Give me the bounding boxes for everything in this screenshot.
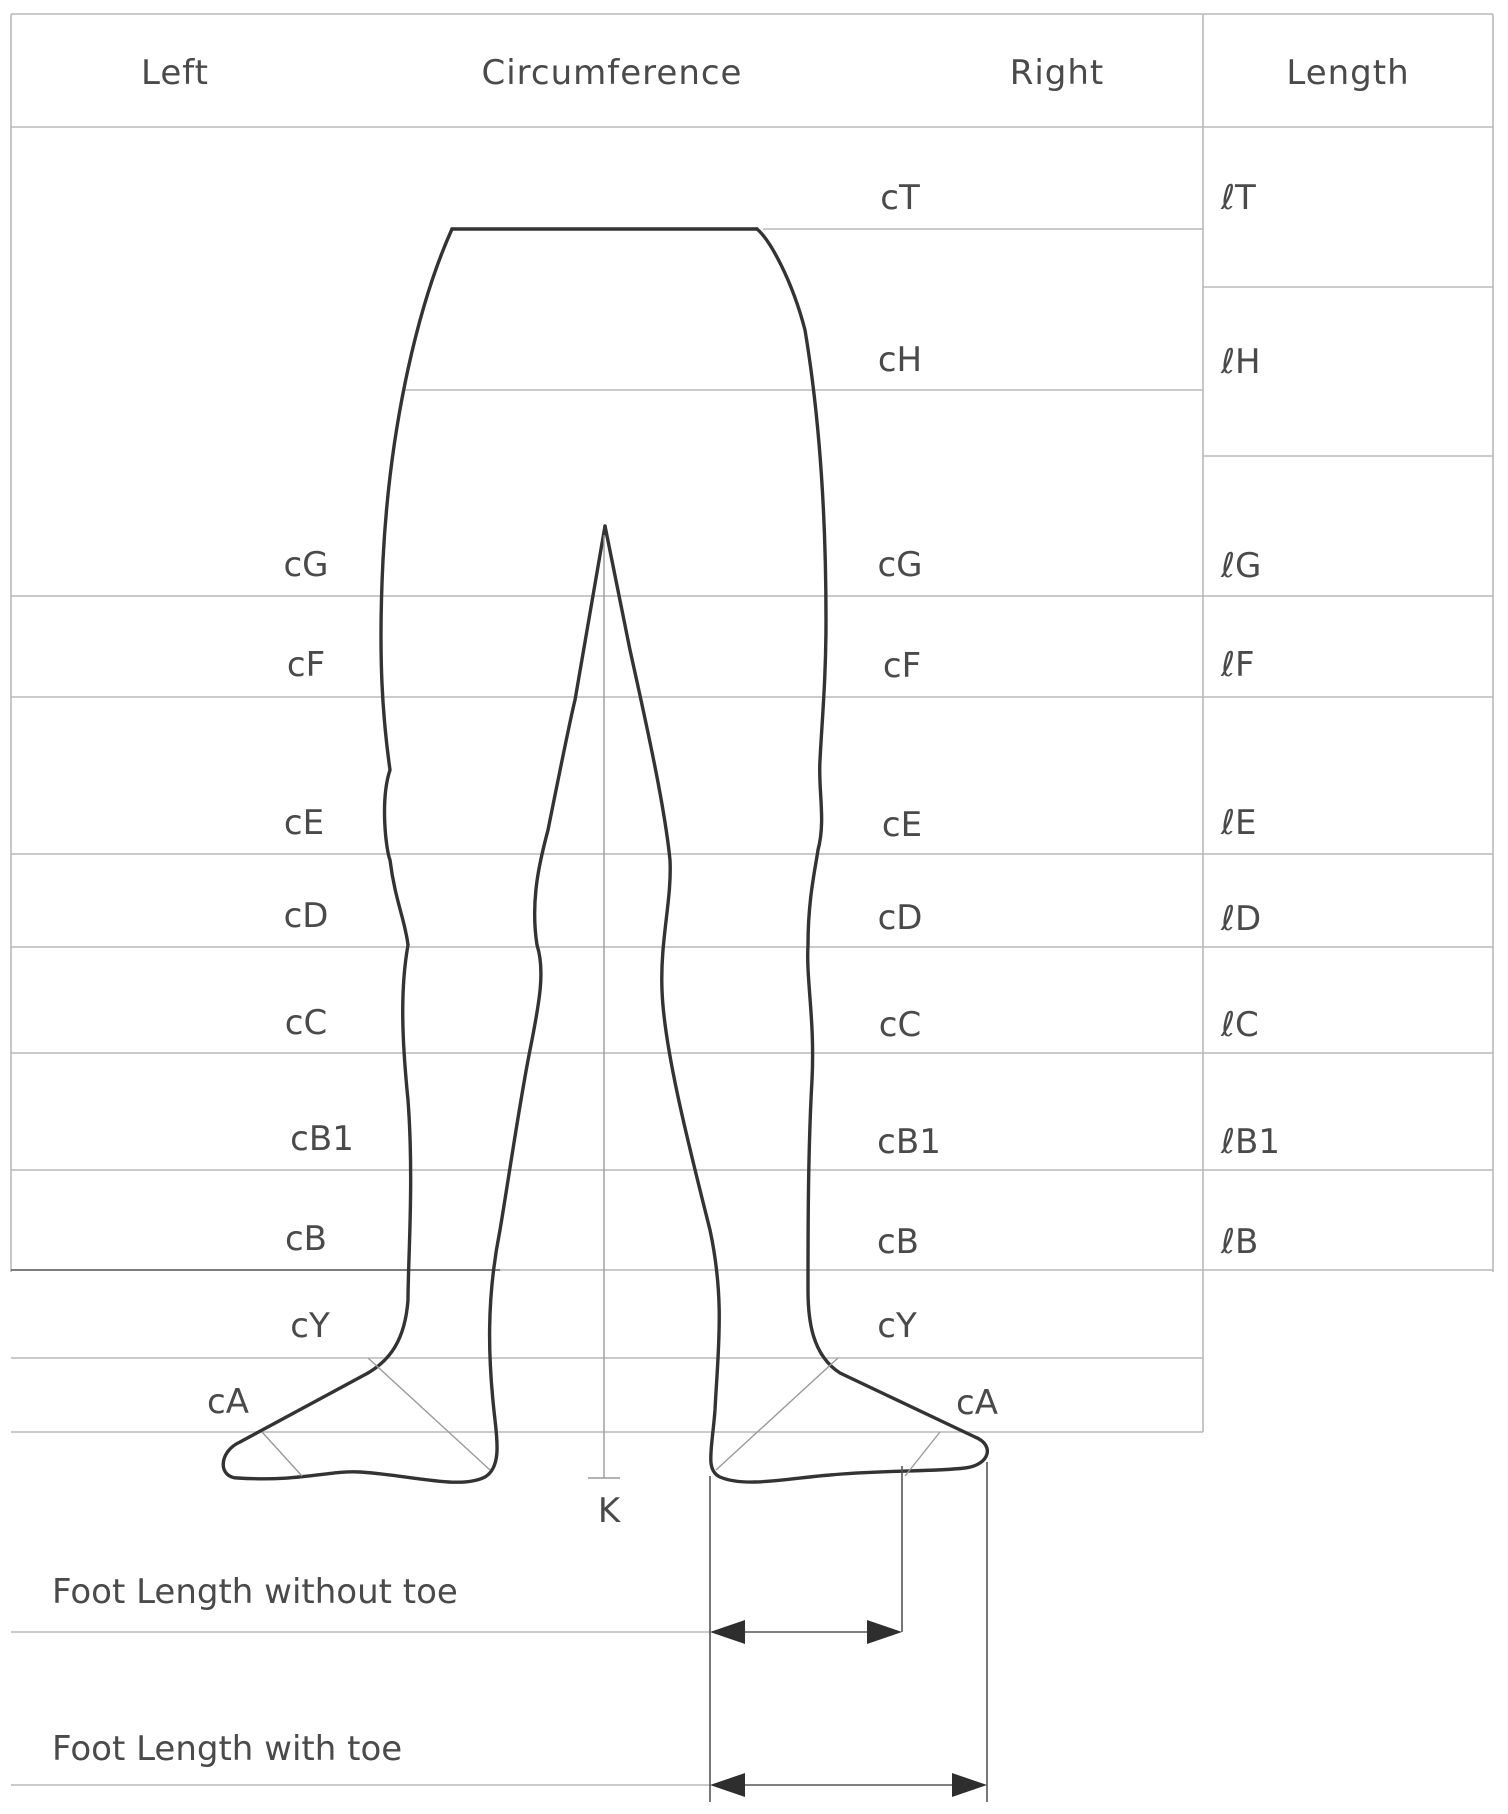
length-label-lC: ℓC [1220,1005,1259,1045]
right-label-cT: cT [880,178,920,218]
left-label-cA: cA [207,1382,249,1422]
foot-dimension-lines [709,1462,988,1802]
foot-length-with-toe-label: Foot Length with toe [52,1729,402,1769]
left-label-cF: cF [287,645,325,685]
foot-length-without-toe-label: Foot Length without toe [52,1572,458,1612]
right-label-cY: cY [877,1306,917,1346]
length-label-lE: ℓE [1220,803,1257,843]
left-label-cG: cG [283,545,328,585]
table-grid [10,13,1494,1786]
right-label-cE: cE [882,805,922,845]
left-label-cB: cB [285,1219,327,1259]
right-label-cB: cB [877,1222,919,1262]
header-right: Right [1010,53,1105,93]
length-label-lB: ℓB [1220,1222,1258,1262]
arrow-left-icon [710,1773,745,1797]
leg-outline [221,227,989,1484]
crotch-line [588,535,620,1479]
arrow-left-icon [710,1620,745,1644]
length-label-lG: ℓG [1220,546,1261,586]
left-label-cE: cE [284,803,324,843]
length-label-lF: ℓF [1220,645,1255,685]
right-label-cB1: cB1 [877,1122,941,1162]
length-label-lT: ℓT [1220,178,1256,218]
left-label-cB1: cB1 [290,1119,354,1159]
right-label-cF: cF [883,646,921,686]
left-label-cD: cD [284,896,329,936]
header-length: Length [1286,53,1409,93]
right-label-cG: cG [877,545,922,585]
length-label-lD: ℓD [1220,899,1261,939]
left-label-cC: cC [285,1003,327,1043]
right-label-cA: cA [956,1383,998,1423]
right-label-cH: cH [878,340,922,380]
right-label-cC: cC [879,1005,921,1045]
arrow-right-icon [867,1620,902,1644]
header-left: Left [141,53,209,93]
length-label-lH: ℓH [1220,342,1261,382]
left-label-cY: cY [290,1306,330,1346]
crotch-label: K [598,1491,622,1531]
right-label-cD: cD [878,898,923,938]
arrow-right-icon [952,1773,987,1797]
length-label-lB1: ℓB1 [1220,1122,1280,1162]
header-circumference: Circumference [482,53,743,93]
